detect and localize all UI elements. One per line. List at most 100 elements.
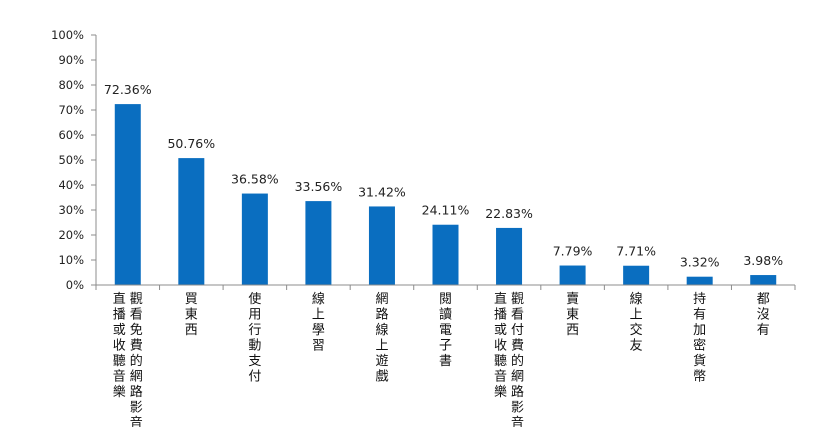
category-label-char: 讀 (439, 308, 452, 323)
category-label-char: 有 (693, 308, 706, 323)
category-label-char: 使 (248, 291, 261, 307)
bar (432, 224, 459, 285)
bar (305, 201, 332, 285)
category-label-char: 觀 (130, 292, 143, 307)
category-label-char: 費 (130, 339, 143, 354)
category-label-char: 觀 (511, 292, 524, 307)
category-label-char: 用 (248, 308, 261, 323)
category-label-char: 東 (185, 307, 198, 323)
category-label-line: 線上學習 (312, 291, 325, 354)
category-label-line: 直播或收聽音樂 (494, 292, 507, 400)
category-label-char: 路 (511, 384, 524, 400)
category-label-char: 音 (130, 415, 143, 427)
category-label-char: 上 (630, 308, 643, 323)
y-tick-label: 0% (66, 278, 84, 292)
category-label-char: 或 (494, 323, 507, 338)
category-label: 閱讀電子書 (439, 292, 452, 369)
category-label-line: 網路線上遊戲 (375, 292, 388, 385)
category-label-char: 免 (130, 323, 143, 338)
category-label: 持有加密貨幣 (693, 292, 706, 385)
y-tick-label: 80% (58, 78, 84, 92)
category-label-char: 買 (185, 292, 198, 307)
category-label-char: 付 (248, 370, 261, 385)
category-label-char: 線 (375, 322, 388, 338)
category-label-line: 觀看免費的網路影音、 (130, 292, 143, 427)
category-label-char: 付 (511, 323, 524, 338)
data-label: 24.11% (422, 203, 470, 218)
category-label-char: 音 (494, 369, 507, 385)
category-label-char: 費 (511, 339, 524, 354)
category-label-char: 支 (248, 354, 261, 369)
bar (559, 265, 586, 285)
x-axis (95, 284, 796, 290)
y-axis: 0% 10% 20% 30% 40% 50% 60% 70% 80% 90% 100% (51, 28, 97, 292)
y-tick-label: 40% (58, 178, 84, 192)
category-label-char: 線 (630, 291, 643, 307)
bar (114, 104, 141, 285)
data-label: 50.76% (167, 136, 215, 151)
category-label-char: 或 (113, 323, 126, 338)
category-label-char: 網 (375, 292, 388, 307)
category-label-char: 加 (693, 323, 706, 338)
category-label: 線上學習 (312, 291, 325, 354)
data-label: 22.83% (485, 206, 533, 221)
category-label-char: 密 (693, 338, 706, 354)
category-label-char: 閱 (439, 292, 452, 307)
category-label-char: 西 (566, 323, 579, 338)
category-label-line: 直播或收聽音樂 (113, 292, 126, 400)
category-label-char: 有 (757, 323, 770, 338)
category-label-char: 網 (130, 370, 143, 385)
category-label-char: 行 (248, 323, 261, 338)
category-label-line: 賣東西 (566, 292, 579, 338)
category-label-char: 網 (511, 370, 524, 385)
bar (686, 276, 713, 285)
category-label-char: 聽 (113, 354, 126, 369)
category-label-char: 沒 (757, 308, 770, 323)
category-label-char: 動 (248, 339, 261, 354)
category-label-char: 的 (130, 353, 143, 369)
y-tick-label: 10% (58, 253, 84, 267)
category-label-char: 直 (113, 292, 126, 307)
category-label-line: 買東西 (185, 292, 198, 338)
category-label-char: 持 (693, 292, 706, 307)
category-label-char: 交 (630, 322, 643, 338)
data-label: 7.71% (616, 244, 656, 259)
category-label: 網路線上遊戲 (375, 292, 388, 385)
bar (368, 206, 395, 285)
category-label-char: 直 (494, 292, 507, 307)
category-label: 觀看免費的網路影音、直播或收聽音樂 (113, 292, 143, 427)
category-label-char: 播 (113, 308, 126, 323)
data-label: 72.36% (104, 82, 152, 97)
category-label-char: 學 (312, 323, 325, 338)
category-labels: 觀看免費的網路影音、直播或收聽音樂買東西使用行動支付線上學習網路線上遊戲閱讀電子… (113, 291, 770, 427)
category-label-char: 西 (185, 323, 198, 338)
category-label-char: 戲 (375, 370, 388, 385)
category-label: 線上交友 (630, 291, 643, 354)
category-label-char: 書 (439, 354, 452, 369)
bars (114, 104, 777, 285)
category-label-char: 東 (566, 307, 579, 323)
category-label-char: 貨 (693, 353, 706, 369)
category-label-char: 收 (494, 339, 507, 354)
category-label-char: 習 (312, 339, 325, 354)
category-label-char: 影 (130, 401, 143, 416)
y-tick-label: 100% (51, 28, 84, 42)
data-label: 31.42% (358, 184, 406, 199)
category-label: 都沒有 (757, 292, 770, 338)
category-label-char: 音 (113, 369, 126, 385)
category-label-char: 樂 (113, 384, 126, 400)
category-label-char: 賣 (566, 292, 579, 307)
y-tick-label: 50% (58, 153, 84, 167)
category-label-line: 持有加密貨幣 (693, 292, 706, 385)
data-label: 3.98% (743, 253, 783, 268)
category-label-char: 幣 (693, 370, 706, 385)
y-tick-label: 20% (58, 228, 84, 242)
data-label: 3.32% (680, 255, 720, 270)
category-label-char: 影 (511, 401, 524, 416)
category-label-char: 音 (511, 415, 524, 427)
y-tick-label: 70% (58, 103, 84, 117)
category-label-char: 看 (130, 307, 143, 323)
y-tick-label: 30% (58, 203, 84, 217)
category-label-char: 聽 (494, 354, 507, 369)
